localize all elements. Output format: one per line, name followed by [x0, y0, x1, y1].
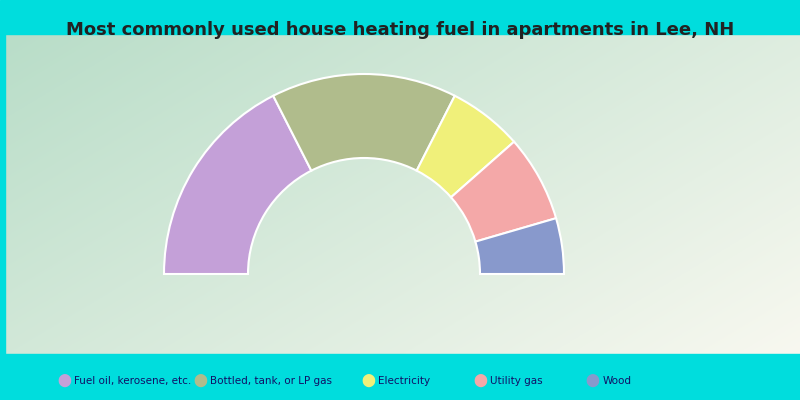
- Text: ⬤: ⬤: [57, 374, 71, 388]
- Wedge shape: [451, 142, 556, 242]
- Text: Utility gas: Utility gas: [490, 376, 543, 386]
- Text: ⬤: ⬤: [473, 374, 487, 388]
- Bar: [0, 354, 800, 400]
- Text: ⬤: ⬤: [361, 374, 375, 388]
- Bar: [0, 34, 5, 354]
- Bar: [0, 0, 800, 34]
- Text: ⬤: ⬤: [193, 374, 207, 388]
- Text: Most commonly used house heating fuel in apartments in Lee, NH: Most commonly used house heating fuel in…: [66, 21, 734, 39]
- Text: ⬤: ⬤: [585, 374, 599, 388]
- Text: Fuel oil, kerosene, etc.: Fuel oil, kerosene, etc.: [74, 376, 192, 386]
- Text: Wood: Wood: [602, 376, 631, 386]
- Wedge shape: [417, 96, 514, 197]
- Text: Bottled, tank, or LP gas: Bottled, tank, or LP gas: [210, 376, 333, 386]
- Wedge shape: [475, 218, 564, 274]
- Wedge shape: [164, 96, 311, 274]
- Wedge shape: [274, 74, 454, 171]
- Text: Electricity: Electricity: [378, 376, 430, 386]
